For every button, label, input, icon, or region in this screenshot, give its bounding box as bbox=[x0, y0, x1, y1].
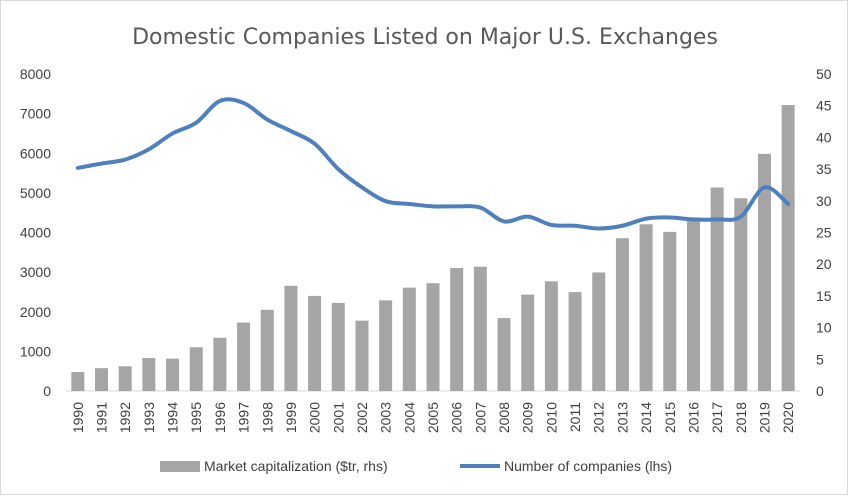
x-tick-label: 2003 bbox=[378, 402, 394, 433]
x-tick-label: 2018 bbox=[733, 402, 749, 433]
bar-2016 bbox=[686, 219, 700, 391]
legend-label-market-cap: Market capitalization ($tr, rhs) bbox=[204, 458, 388, 474]
bar-1999 bbox=[284, 285, 298, 391]
bar-2011 bbox=[568, 292, 582, 391]
bar-series bbox=[71, 105, 795, 391]
bar-2010 bbox=[544, 281, 558, 391]
legend: Market capitalization ($tr, rhs) Number … bbox=[160, 458, 672, 474]
right-axis: 0 5 10 15 20 25 30 35 40 45 50 bbox=[816, 66, 832, 399]
bar-2012 bbox=[592, 272, 606, 391]
x-tick-label: 2009 bbox=[520, 402, 536, 433]
left-tick-label: 2000 bbox=[20, 304, 51, 320]
bar-2004 bbox=[402, 287, 416, 391]
right-tick-label: 40 bbox=[816, 129, 832, 145]
left-tick-label: 0 bbox=[43, 383, 51, 399]
bar-2008 bbox=[497, 318, 511, 391]
left-tick-label: 4000 bbox=[20, 225, 51, 241]
x-tick-label: 2002 bbox=[354, 402, 370, 433]
x-axis: 1990 1991 1992 1993 1994 1995 1996 1997 1998 1999… bbox=[70, 402, 796, 433]
x-tick-label: 2020 bbox=[780, 402, 796, 433]
x-tick-label: 1996 bbox=[212, 402, 228, 433]
bar-2003 bbox=[379, 300, 393, 391]
x-tick-label: 2004 bbox=[401, 402, 417, 433]
right-tick-label: 30 bbox=[816, 193, 832, 209]
x-tick-label: 2006 bbox=[449, 402, 465, 433]
bar-1998 bbox=[260, 309, 274, 391]
bar-1995 bbox=[189, 347, 203, 391]
bar-2015 bbox=[663, 231, 677, 391]
right-tick-label: 50 bbox=[816, 66, 832, 82]
legend-swatch-market-cap bbox=[160, 461, 200, 472]
line-series bbox=[75, 97, 791, 231]
x-tick-label: 1992 bbox=[117, 402, 133, 433]
bar-2005 bbox=[426, 283, 440, 391]
x-tick-label: 1998 bbox=[259, 402, 275, 433]
right-tick-label: 35 bbox=[816, 161, 832, 177]
x-tick-label: 2014 bbox=[638, 402, 654, 433]
right-tick-label: 15 bbox=[816, 288, 832, 304]
x-tick-label: 2019 bbox=[756, 402, 772, 433]
left-tick-label: 1000 bbox=[20, 343, 51, 359]
bar-1991 bbox=[95, 368, 109, 391]
left-tick-label: 5000 bbox=[20, 185, 51, 201]
bar-2014 bbox=[639, 224, 653, 391]
left-tick-label: 8000 bbox=[20, 66, 51, 82]
bar-2002 bbox=[355, 320, 369, 391]
x-tick-label: 1991 bbox=[94, 402, 110, 433]
bar-2007 bbox=[473, 266, 487, 391]
bar-2000 bbox=[308, 295, 322, 391]
bar-1993 bbox=[142, 358, 156, 391]
x-tick-label: 1997 bbox=[236, 402, 252, 433]
x-tick-label: 2013 bbox=[614, 402, 630, 433]
x-tick-label: 1993 bbox=[141, 402, 157, 433]
x-tick-label: 1994 bbox=[165, 402, 181, 433]
x-tick-label: 2010 bbox=[543, 402, 559, 433]
x-tick-label: 2005 bbox=[425, 402, 441, 433]
bar-1990 bbox=[71, 371, 85, 391]
bar-2020 bbox=[781, 105, 795, 391]
bar-2019 bbox=[757, 153, 771, 391]
bar-2001 bbox=[331, 302, 345, 391]
chart-title: Domestic Companies Listed on Major U.S. … bbox=[132, 25, 718, 50]
right-tick-label: 5 bbox=[816, 351, 824, 367]
bar-2017 bbox=[710, 187, 724, 391]
x-tick-label: 1990 bbox=[70, 402, 86, 433]
bar-1996 bbox=[213, 337, 227, 391]
x-tick-label: 2012 bbox=[591, 402, 607, 433]
right-tick-label: 10 bbox=[816, 320, 832, 336]
left-axis: 0 1000 2000 3000 4000 5000 6000 7000 8000 bbox=[20, 66, 51, 399]
x-tick-label: 1995 bbox=[188, 402, 204, 433]
x-tick-label: 2000 bbox=[307, 402, 323, 433]
x-tick-label: 2017 bbox=[709, 402, 725, 433]
right-tick-label: 45 bbox=[816, 98, 832, 114]
bar-1992 bbox=[118, 366, 132, 391]
x-tick-label: 1999 bbox=[283, 402, 299, 433]
left-tick-label: 6000 bbox=[20, 145, 51, 161]
legend-label-companies: Number of companies (lhs) bbox=[504, 458, 672, 474]
bar-2006 bbox=[450, 268, 464, 391]
x-tick-label: 2011 bbox=[567, 402, 583, 432]
right-tick-label: 20 bbox=[816, 256, 832, 272]
x-tick-label: 2016 bbox=[685, 402, 701, 433]
right-tick-label: 0 bbox=[816, 383, 824, 399]
x-tick-label: 2001 bbox=[330, 402, 346, 433]
bar-2009 bbox=[521, 294, 535, 391]
bar-2018 bbox=[734, 198, 748, 391]
x-tick-label: 2008 bbox=[496, 402, 512, 433]
right-tick-label: 25 bbox=[816, 225, 832, 241]
x-tick-label: 2015 bbox=[662, 402, 678, 433]
bar-2013 bbox=[615, 238, 629, 391]
bar-1997 bbox=[237, 322, 251, 391]
x-tick-label: 2007 bbox=[472, 402, 488, 433]
left-tick-label: 7000 bbox=[20, 106, 51, 122]
bar-1994 bbox=[166, 358, 180, 391]
left-tick-label: 3000 bbox=[20, 264, 51, 280]
